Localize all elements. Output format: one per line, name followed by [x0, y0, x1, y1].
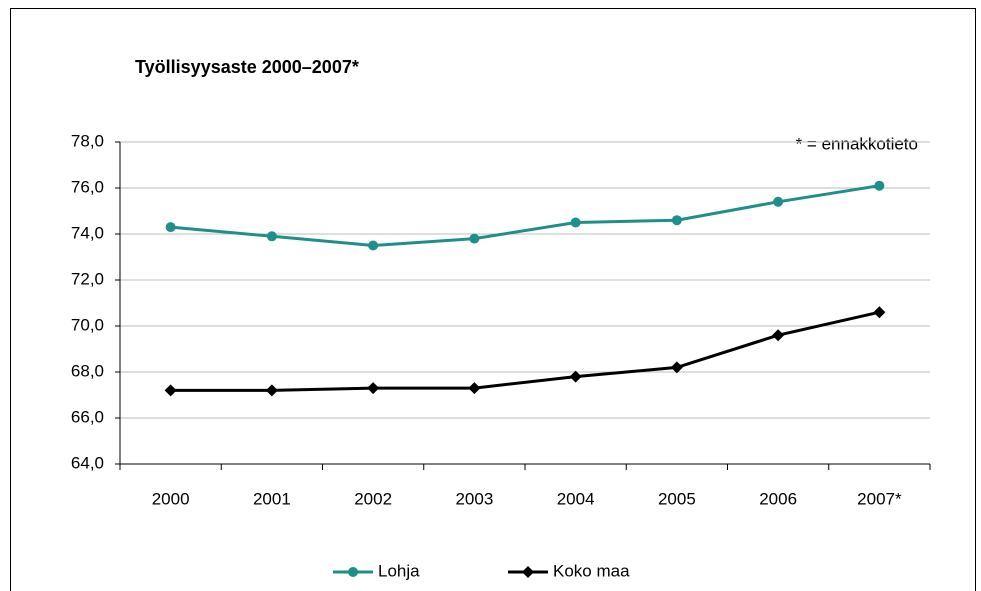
data-point — [570, 217, 581, 228]
y-tick-label: 72,0 — [71, 269, 104, 288]
legend-label: Koko maa — [553, 561, 630, 580]
chart-title: Työllisyysaste 2000–2007* — [135, 57, 359, 77]
x-tick-label: 2002 — [354, 489, 392, 508]
series-line — [170, 184, 880, 248]
legend-marker — [348, 567, 358, 577]
y-tick-label: 70,0 — [71, 315, 104, 334]
annotation: * = ennakkotieto — [796, 134, 918, 153]
data-point — [671, 215, 682, 226]
legend-marker — [522, 566, 534, 578]
data-point — [265, 384, 278, 397]
y-tick-label: 64,0 — [71, 453, 104, 472]
data-point — [874, 180, 885, 191]
y-tick-label: 68,0 — [71, 361, 104, 380]
data-point — [569, 370, 582, 383]
series-line — [170, 310, 880, 392]
x-tick-label: 2004 — [557, 489, 595, 508]
data-point — [772, 329, 785, 342]
y-tick-label: 76,0 — [71, 177, 104, 196]
chart-frame — [10, 8, 976, 591]
data-point — [367, 382, 380, 395]
legend-label: Lohja — [378, 561, 420, 580]
x-tick-label: 2007* — [857, 489, 902, 508]
x-tick-label: 2001 — [253, 489, 291, 508]
x-tick-label: 2003 — [455, 489, 493, 508]
data-point — [468, 382, 481, 395]
data-point — [873, 306, 886, 319]
x-tick-label: 2005 — [658, 489, 696, 508]
data-point — [773, 196, 784, 207]
data-point — [165, 222, 176, 233]
data-point — [266, 231, 277, 242]
data-point — [368, 240, 379, 251]
x-tick-label: 2000 — [152, 489, 190, 508]
y-tick-label: 78,0 — [71, 131, 104, 150]
data-point — [469, 233, 480, 244]
x-tick-label: 2006 — [759, 489, 797, 508]
y-tick-label: 74,0 — [71, 223, 104, 242]
y-tick-label: 66,0 — [71, 407, 104, 426]
data-point — [164, 384, 177, 397]
data-point — [670, 361, 683, 374]
